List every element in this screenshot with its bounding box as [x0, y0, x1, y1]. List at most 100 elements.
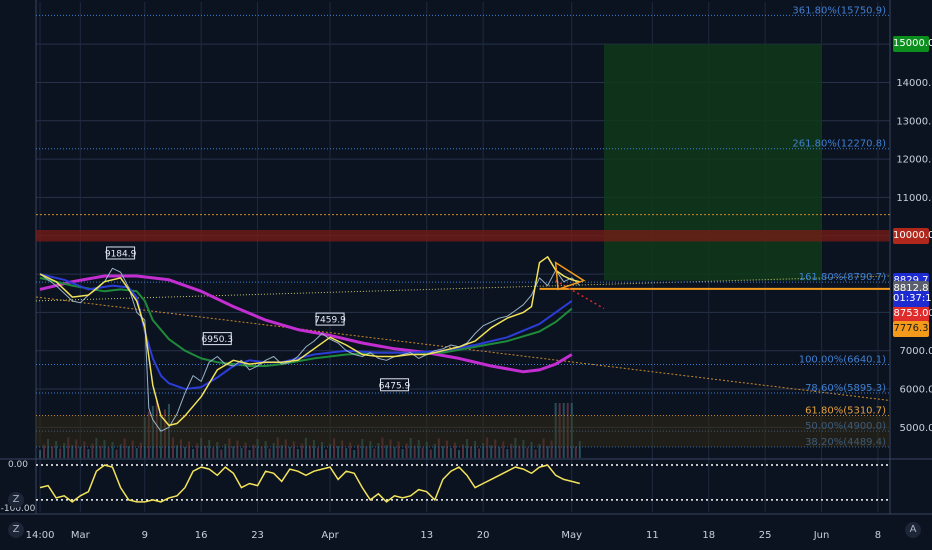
volume-bar	[228, 438, 231, 458]
volume-bar	[345, 448, 348, 458]
volume-bar	[498, 447, 501, 458]
y-tick-label: 11000.0	[896, 193, 932, 204]
volume-bar	[510, 443, 513, 458]
volume-bar	[163, 409, 166, 458]
fib-label: 61.80%(5310.7)	[805, 405, 886, 416]
x-tick-label: Apr	[321, 530, 339, 541]
volume-bar	[143, 417, 146, 458]
volume-bar	[486, 437, 489, 458]
fib-label: 100.00%(6640.1)	[799, 354, 886, 365]
price-line	[39, 267, 581, 432]
volume-bar	[449, 448, 452, 458]
volume-bar	[377, 443, 380, 458]
volume-bar	[554, 403, 557, 458]
volume-bar	[308, 445, 311, 458]
ascending-trendline	[35, 275, 891, 302]
volume-bar	[312, 440, 315, 458]
volume-bar	[393, 447, 396, 458]
auto-scale-button[interactable]: A	[905, 522, 921, 538]
volume-bar	[369, 441, 372, 458]
volume-bar	[329, 444, 332, 458]
volume-bar	[482, 443, 485, 458]
volume-bar	[474, 441, 477, 458]
fibonacci-levels: 361.80%(15750.9) 261.80%(12270.8) 161.80%(…	[36, 5, 890, 448]
fib-label: 38.20%(4489.4)	[805, 437, 886, 448]
volume-bar	[292, 441, 295, 458]
callout-box	[106, 246, 136, 260]
volume-bar	[284, 439, 287, 458]
volume-bar	[542, 438, 545, 458]
volume-bar	[445, 440, 448, 458]
volume-bar	[373, 448, 376, 458]
volume-bar	[405, 443, 408, 458]
volume-bar	[425, 442, 428, 458]
volume-bar	[79, 447, 82, 458]
volume-bar	[429, 449, 432, 458]
volume-bar	[268, 448, 271, 458]
volume-bar	[534, 449, 537, 458]
volume-bar	[397, 441, 400, 458]
volume-bar	[95, 438, 98, 458]
horizontal-lines	[35, 214, 891, 402]
volume-bar	[43, 444, 46, 458]
indicator-bottom-label: -100.00	[1, 504, 36, 514]
volume-bar	[91, 443, 94, 458]
volume-bar	[200, 438, 203, 458]
volume-bar	[59, 448, 62, 458]
volume-bar	[196, 443, 199, 458]
volume-bar	[502, 441, 505, 458]
volume-bar	[401, 449, 404, 458]
volume-bar	[123, 438, 126, 458]
x-tick-label: 23	[251, 530, 264, 541]
y-tick-label: 12000.0	[896, 155, 932, 166]
volume-bar	[232, 446, 235, 458]
volume-bar	[333, 438, 336, 458]
volume-bar	[216, 442, 219, 458]
volume-bar	[51, 446, 54, 458]
projection-line	[555, 279, 605, 310]
callout-box	[315, 312, 345, 326]
fib-label: 361.80%(15750.9)	[792, 5, 886, 16]
volume-bar	[171, 437, 174, 458]
volume-bar	[212, 447, 215, 458]
volume-bar	[83, 441, 86, 458]
x-tick-label: 8	[875, 530, 881, 541]
volume-bar	[131, 440, 134, 458]
volume-bar	[546, 446, 549, 458]
volume-bar	[522, 440, 525, 458]
volume-bar	[127, 446, 130, 458]
ma-magenta-line	[39, 274, 573, 374]
x-tick-label: 14:00	[26, 530, 55, 541]
ma-green-line	[39, 276, 573, 367]
y-tick-label: 7000.0	[900, 346, 932, 357]
callout-box	[380, 378, 410, 392]
volume-bar	[457, 450, 460, 458]
fib-label: 78.60%(5895.3)	[805, 383, 886, 394]
x-tick-label: May	[561, 530, 582, 541]
left-toolbar-z-icon[interactable]: Z	[8, 492, 24, 508]
fib-label: 261.80%(12270.8)	[792, 139, 886, 150]
volume-bar	[71, 445, 74, 458]
indicator-line	[39, 464, 580, 503]
volume-bar	[530, 442, 533, 458]
volume-bar	[337, 446, 340, 458]
volume-bar	[562, 403, 565, 458]
volume-bar	[111, 442, 114, 458]
volume-bar	[264, 441, 267, 458]
x-tick-label: 25	[759, 530, 772, 541]
left-toolbar-zoom-icon[interactable]: Z	[8, 522, 24, 538]
volume-bar	[236, 440, 239, 458]
volume-bar	[325, 449, 328, 458]
y-tick-label: 14000.0	[896, 78, 932, 89]
volume-bar	[184, 447, 187, 458]
fib-band	[36, 415, 890, 447]
volume-bar	[47, 439, 50, 458]
callout-box	[202, 332, 232, 346]
volume-bar	[341, 440, 344, 458]
x-tick-label: Jun	[813, 530, 830, 541]
volume-bar	[188, 441, 191, 458]
target-zone-layer	[603, 44, 822, 281]
price-callouts: 9184.9 6950.3 7459.9 6475.9	[105, 246, 411, 392]
volume-bar	[63, 443, 66, 458]
